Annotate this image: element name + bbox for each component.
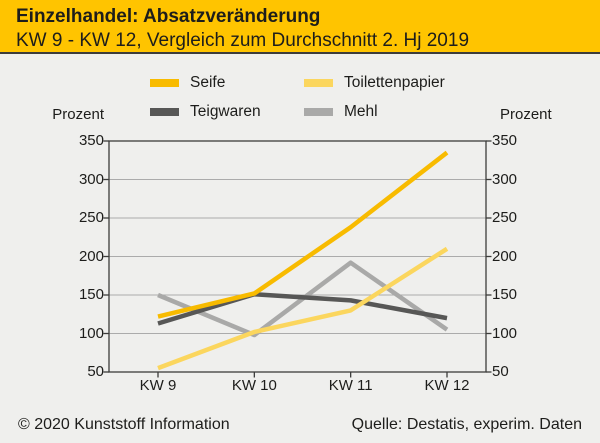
y-axis-unit-right: Prozent: [500, 106, 552, 123]
legend-item-teigwaren: Teigwaren: [150, 101, 304, 122]
x-tick-label: KW 9: [139, 377, 177, 394]
legend-label: Seife: [190, 73, 226, 91]
y-tick-label-left: 200: [78, 247, 104, 265]
y-tick-label-right: 200: [492, 247, 518, 265]
y-tick-label-left: 300: [78, 170, 104, 188]
x-tick-label: KW 11: [328, 377, 373, 394]
y-tick-label-right: 350: [492, 132, 518, 149]
copyright-text: © 2020 Kunststoff Information: [18, 416, 230, 433]
chart-subtitle: KW 9 - KW 12, Vergleich zum Durchschnitt…: [16, 30, 470, 51]
y-tick-label-left: 350: [78, 132, 104, 149]
y-tick-label-left: 50: [87, 363, 104, 380]
y-tick-label-right: 50: [492, 363, 509, 380]
legend-label: Mehl: [344, 102, 378, 120]
legend-label: Teigwaren: [190, 102, 261, 120]
legend-item-seife: Seife: [150, 72, 304, 93]
legend-swatch-icon: [150, 78, 179, 87]
x-tick-label: KW 10: [231, 377, 277, 394]
y-tick-label-right: 150: [492, 286, 518, 303]
legend-swatch-icon: [304, 107, 333, 116]
y-axis-unit-left: Prozent: [52, 106, 104, 123]
plot-frame: [108, 140, 487, 373]
series-line-seife: [157, 150, 449, 319]
footer: © 2020 Kunststoff Information Quelle: De…: [18, 416, 582, 434]
y-tick-label-right: 100: [492, 324, 518, 342]
x-tick-label: KW 12: [424, 377, 470, 394]
source-text: Quelle: Destatis, experim. Daten: [351, 416, 582, 433]
legend-label: Toilettenpapier: [344, 73, 445, 91]
legend-swatch-icon: [150, 107, 179, 116]
chart-title: Einzelhandel: Absatzveränderung: [16, 6, 321, 27]
y-tick-label-left: 150: [78, 286, 104, 303]
legend: Seife Toilettenpapier Teigwaren Mehl: [150, 72, 445, 122]
header: Einzelhandel: Absatzveränderung KW 9 - K…: [0, 0, 600, 54]
y-tick-label-left: 100: [78, 324, 104, 342]
y-tick-label-right: 250: [492, 209, 518, 226]
legend-item-mehl: Mehl: [304, 101, 445, 122]
legend-swatch-icon: [304, 78, 333, 87]
y-tick-label-right: 300: [492, 170, 518, 188]
legend-item-toilettenpapier: Toilettenpapier: [304, 72, 445, 93]
series-line-teigwaren: [157, 291, 448, 326]
series-line-toilettenpapier: [157, 246, 449, 371]
y-tick-label-left: 250: [78, 209, 104, 226]
